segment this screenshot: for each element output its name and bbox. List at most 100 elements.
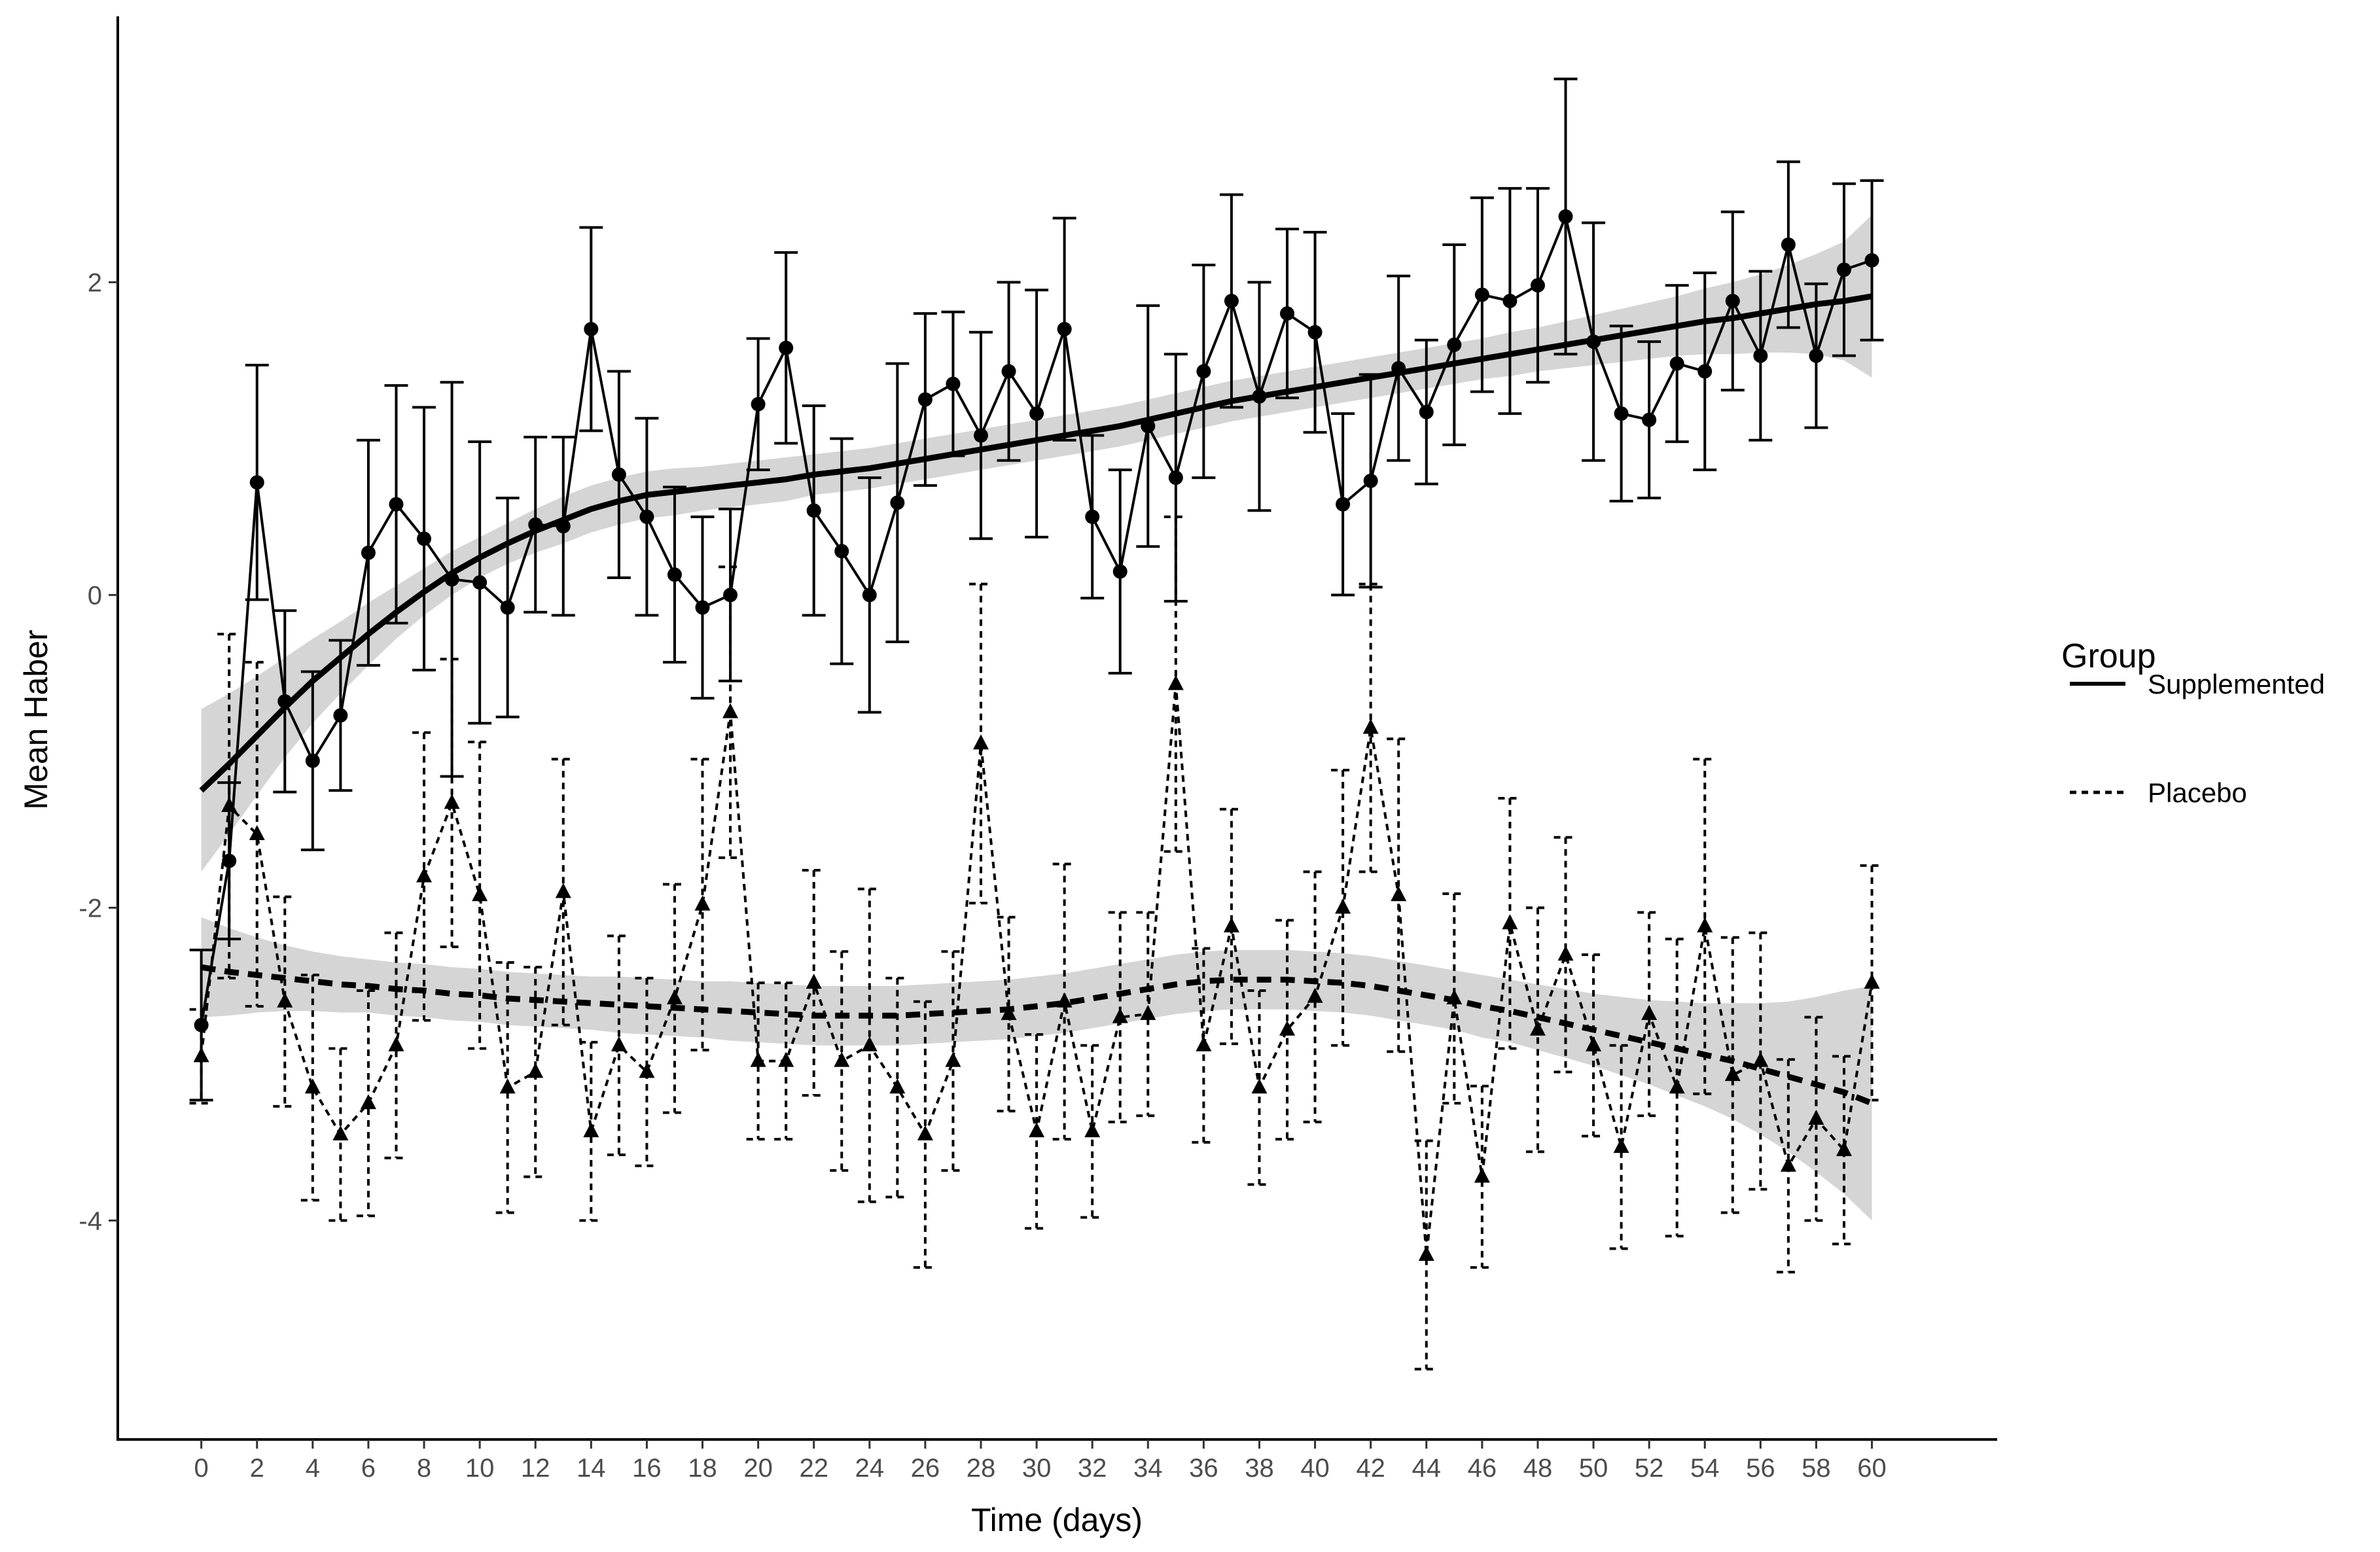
x-tick-label: 6 <box>361 1454 376 1483</box>
error-bar-placebo <box>1749 931 1773 1191</box>
data-point-supplemented <box>584 322 599 337</box>
data-point-placebo <box>1586 1036 1602 1051</box>
error-bar-placebo <box>524 966 548 1178</box>
data-point-placebo <box>444 794 460 809</box>
data-point-placebo <box>555 883 571 898</box>
x-tick-label: 58 <box>1802 1454 1831 1483</box>
data-point-placebo <box>1641 1004 1658 1020</box>
data-point-placebo <box>1251 1078 1268 1094</box>
data-point-supplemented <box>1085 509 1100 524</box>
data-point-placebo <box>1196 1036 1212 1051</box>
error-bar-placebo <box>579 1040 603 1222</box>
error-bar-placebo <box>1303 870 1327 1123</box>
data-point-supplemented <box>1642 412 1657 427</box>
data-point-supplemented <box>1112 564 1128 579</box>
x-tick-label: 14 <box>577 1454 606 1483</box>
data-point-supplemented <box>1363 473 1378 488</box>
x-tick-label: 48 <box>1523 1454 1553 1483</box>
data-point-placebo <box>1112 1008 1128 1023</box>
y-tick-label: -2 <box>79 894 102 923</box>
data-point-supplemented <box>1530 278 1545 293</box>
data-point-placebo <box>416 867 433 883</box>
data-point-placebo <box>1335 898 1351 914</box>
data-point-supplemented <box>862 588 877 603</box>
data-point-supplemented <box>1614 406 1629 421</box>
x-tick-label: 56 <box>1746 1454 1775 1483</box>
data-point-placebo <box>583 1122 599 1138</box>
data-point-supplemented <box>1781 237 1796 252</box>
data-point-placebo <box>834 1051 850 1067</box>
x-tick-label: 12 <box>521 1454 550 1483</box>
data-point-placebo <box>861 1036 878 1051</box>
x-tick-label: 20 <box>743 1454 773 1483</box>
error-bar-placebo <box>1219 807 1243 1046</box>
data-point-supplemented <box>1307 325 1323 340</box>
data-point-placebo <box>1140 1004 1156 1020</box>
error-bar-placebo <box>1720 936 1745 1214</box>
legend-title: Group <box>2061 637 2156 675</box>
data-point-placebo <box>1780 1156 1796 1172</box>
data-point-placebo <box>1418 1245 1434 1261</box>
data-point-placebo <box>221 797 238 813</box>
error-bar-placebo <box>217 633 241 979</box>
data-point-placebo <box>778 1051 794 1067</box>
data-point-placebo <box>193 1047 209 1063</box>
error-bar-placebo <box>1665 938 1689 1238</box>
data-point-supplemented <box>361 545 376 560</box>
x-tick-label: 28 <box>967 1454 996 1483</box>
data-point-supplemented <box>1836 262 1851 277</box>
data-point-placebo <box>1752 1051 1769 1067</box>
data-point-placebo <box>945 1051 961 1067</box>
y-axis-ticks: -4 -2 0 2 <box>79 268 118 1235</box>
data-point-placebo <box>1613 1138 1629 1154</box>
data-point-placebo <box>639 1063 655 1078</box>
error-bar-placebo <box>273 895 297 1108</box>
data-point-supplemented <box>779 340 794 355</box>
data-point-placebo <box>1223 917 1239 933</box>
data-point-placebo <box>611 1036 627 1051</box>
trend-line-placebo <box>200 964 1874 1106</box>
x-tick-label: 2 <box>250 1454 264 1483</box>
error-bar-placebo <box>1052 862 1076 1141</box>
data-point-supplemented <box>1057 322 1072 337</box>
legend: Group Supplemented Placebo <box>2061 637 2325 808</box>
x-tick-label: 44 <box>1412 1454 1442 1483</box>
data-point-placebo <box>1474 1167 1490 1183</box>
data-point-supplemented <box>1864 253 1879 268</box>
data-point-placebo <box>1029 1122 1045 1138</box>
data-point-placebo <box>1362 718 1379 734</box>
error-bar-placebo <box>1582 953 1606 1138</box>
x-tick-label: 22 <box>799 1454 828 1483</box>
data-point-supplemented <box>1196 364 1211 379</box>
error-bar-placebo <box>774 981 798 1141</box>
x-tick-label: 4 <box>306 1454 320 1483</box>
error-bar-placebo <box>662 883 686 1114</box>
error-bar-placebo <box>1498 797 1522 1050</box>
x-tick-label: 60 <box>1857 1454 1887 1483</box>
data-point-placebo <box>1836 1140 1852 1156</box>
error-bar-placebo <box>1108 911 1132 1123</box>
data-point-placebo <box>277 992 293 1008</box>
data-point-supplemented <box>973 428 988 443</box>
data-point-placebo <box>1557 945 1574 961</box>
error-bar-placebo <box>245 661 269 1008</box>
error-bar-placebo <box>1442 892 1466 1105</box>
data-point-placebo <box>249 825 265 841</box>
x-tick-label: 0 <box>194 1454 209 1483</box>
data-point-placebo <box>722 703 739 718</box>
data-point-placebo <box>1391 886 1407 902</box>
x-tick-label: 50 <box>1579 1454 1608 1483</box>
error-bar-placebo <box>1331 769 1355 1047</box>
data-point-placebo <box>360 1094 376 1110</box>
x-tick-label: 38 <box>1245 1454 1274 1483</box>
data-point-supplemented <box>500 600 515 615</box>
data-point-supplemented <box>1753 348 1768 363</box>
data-point-supplemented <box>946 376 961 391</box>
series-placebo <box>189 515 1884 1371</box>
data-point-supplemented <box>667 567 682 582</box>
y-tick-label: 2 <box>88 268 102 297</box>
data-point-placebo <box>1808 1110 1824 1125</box>
error-bar-placebo <box>1804 1015 1828 1222</box>
data-point-placebo <box>917 1125 933 1140</box>
